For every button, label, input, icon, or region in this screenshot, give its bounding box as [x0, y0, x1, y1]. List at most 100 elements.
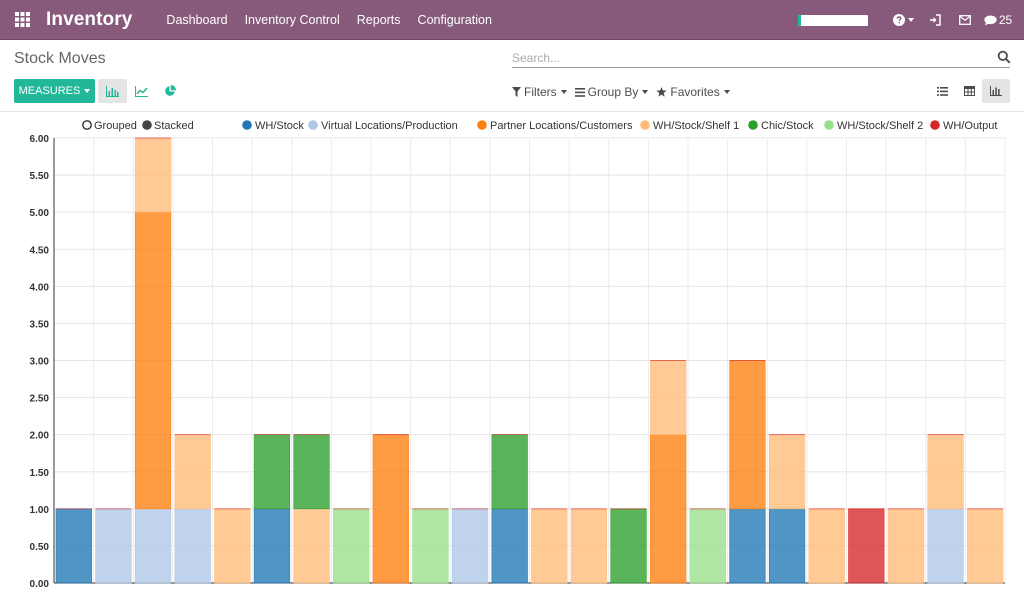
y-tick-label: 2.00	[30, 431, 50, 442]
bar-segment-wh-stock-shelf-1[interactable]	[531, 508, 568, 584]
menu-configuration[interactable]: Configuration	[417, 12, 492, 27]
bar-segment-wh-stock-shelf-1[interactable]	[570, 508, 608, 584]
bar-segment-wh-stock-shelf-1[interactable]	[134, 137, 172, 213]
bar-segment-wh-stock-shelf-1[interactable]	[887, 508, 925, 584]
pivot-view-icon	[963, 86, 975, 96]
help-icon	[892, 14, 905, 26]
bar-segment-wh-stock-shelf-2[interactable]	[333, 508, 370, 584]
pie-chart-icon	[164, 85, 176, 96]
bar-segment-virtual-locations-production[interactable]	[134, 508, 172, 584]
y-tick-label: 4.00	[30, 282, 50, 293]
grouped-toggle[interactable]	[82, 120, 92, 130]
chat-bubble-icon	[984, 15, 997, 25]
y-tick-label: 4.50	[30, 245, 50, 256]
bar-segment-chic-stock[interactable]	[610, 508, 647, 584]
apps-grid-icon[interactable]	[0, 0, 44, 40]
legend-swatch-wh-stock-shelf-2[interactable]	[824, 120, 834, 130]
chevron-down-icon	[723, 90, 730, 94]
legend-label-chic-stock[interactable]: Chic/Stock	[761, 120, 814, 132]
bar-chart-mode-button[interactable]	[98, 79, 127, 103]
bar-segment-wh-stock-shelf-1[interactable]	[967, 508, 1004, 584]
filter-icon	[512, 87, 521, 97]
search-options: Filters Group By Favorites	[512, 84, 738, 100]
page-title: Stock Moves	[14, 50, 106, 67]
legend-label-wh-stock[interactable]: WH/Stock	[255, 120, 304, 132]
chevron-down-icon	[560, 90, 567, 94]
sign-in-icon[interactable]	[920, 0, 950, 40]
bar-segment-chic-stock[interactable]	[293, 434, 330, 510]
bar-segment-partner-locations-customers[interactable]	[134, 211, 172, 510]
bar-segment-wh-stock-shelf-1[interactable]	[174, 434, 211, 510]
bar-segment-wh-stock[interactable]	[253, 508, 291, 584]
bar-segment-wh-stock-shelf-2[interactable]	[412, 508, 449, 584]
bar-segment-wh-stock-shelf-1[interactable]	[808, 508, 845, 584]
menu-reports[interactable]: Reports	[356, 12, 401, 27]
graph-view-button[interactable]	[982, 79, 1010, 103]
stacked-bar-chart: Grouped Stacked WH/Stock Virtual Locations/…	[30, 120, 1006, 590]
bar-segment-partner-locations-customers[interactable]	[729, 360, 766, 510]
favorites-label: Favorites	[670, 85, 720, 99]
bar-segment-wh-stock-shelf-1[interactable]	[768, 434, 806, 510]
menu-inventory-control[interactable]: Inventory Control	[244, 12, 340, 27]
bar-segment-wh-stock-shelf-1[interactable]	[927, 434, 964, 510]
bar-segment-wh-stock-shelf-2[interactable]	[689, 508, 726, 584]
messages-count: 25	[998, 13, 1013, 27]
bar-segment-wh-stock[interactable]	[55, 508, 92, 584]
bar-segment-wh-stock-shelf-1[interactable]	[214, 508, 251, 584]
stacked-toggle[interactable]	[142, 120, 152, 130]
favorites-dropdown[interactable]: Favorites	[656, 85, 730, 99]
bars-icon	[574, 87, 585, 97]
help-menu[interactable]	[886, 0, 920, 40]
legend-swatch-wh-output[interactable]	[930, 120, 940, 130]
bar-segment-partner-locations-customers[interactable]	[650, 434, 687, 584]
messages-button[interactable]: 25	[980, 0, 1024, 40]
legend-label-partner-locations-customers[interactable]: Partner Locations/Customers	[490, 120, 633, 132]
filters-dropdown[interactable]: Filters	[512, 85, 567, 99]
envelope-icon[interactable]	[950, 0, 980, 40]
bar-segment-virtual-locations-production[interactable]	[95, 508, 132, 584]
bar-segment-wh-stock[interactable]	[491, 508, 528, 584]
bar-segment-wh-stock[interactable]	[768, 508, 806, 584]
bar-segment-virtual-locations-production[interactable]	[451, 508, 489, 584]
stacked-label[interactable]: Stacked	[154, 120, 194, 132]
y-tick-label: 0.00	[30, 579, 50, 590]
grouped-label[interactable]: Grouped	[94, 120, 137, 132]
bar-segment-wh-stock-shelf-1[interactable]	[293, 508, 330, 584]
legend-label-wh-stock-shelf-1[interactable]: WH/Stock/Shelf 1	[653, 120, 739, 132]
app-brand[interactable]: Inventory	[46, 8, 133, 30]
y-tick-label: 1.50	[30, 468, 50, 479]
bar-segment-chic-stock[interactable]	[491, 434, 528, 510]
y-tick-label: 6.00	[30, 134, 50, 145]
bar-segment-virtual-locations-production[interactable]	[927, 508, 964, 584]
bar-segment-chic-stock[interactable]	[253, 434, 291, 510]
y-tick-label: 3.00	[30, 357, 50, 368]
legend-label-wh-output[interactable]: WH/Output	[943, 120, 997, 132]
list-view-button[interactable]	[928, 79, 956, 103]
legend-label-virtual-locations-production[interactable]: Virtual Locations/Production	[321, 120, 458, 132]
main-menu: Dashboard Inventory Control Reports Conf…	[166, 13, 508, 27]
line-chart-mode-button[interactable]	[127, 79, 156, 103]
bar-segment-virtual-locations-production[interactable]	[174, 508, 211, 584]
chevron-down-icon	[84, 89, 91, 93]
legend-swatch-chic-stock[interactable]	[748, 120, 758, 130]
bar-segment-wh-stock[interactable]	[729, 508, 766, 584]
star-icon	[656, 87, 667, 97]
bar-segment-wh-stock-shelf-1[interactable]	[650, 360, 687, 435]
menu-dashboard[interactable]: Dashboard	[166, 12, 228, 27]
legend-swatch-partner-locations-customers[interactable]	[477, 120, 487, 130]
bar-segment-partner-locations-customers[interactable]	[372, 434, 409, 584]
pie-chart-mode-button[interactable]	[155, 79, 184, 103]
search-icon[interactable]	[997, 50, 1011, 64]
bar-segment-wh-output[interactable]	[848, 508, 885, 584]
pivot-view-button[interactable]	[955, 79, 983, 103]
legend-label-wh-stock-shelf-2[interactable]: WH/Stock/Shelf 2	[837, 120, 923, 132]
search-input[interactable]	[512, 49, 982, 67]
y-tick-label: 5.00	[30, 208, 50, 219]
list-view-icon	[936, 86, 948, 96]
measures-button[interactable]: MEASURES	[14, 79, 95, 103]
legend-swatch-wh-stock-shelf-1[interactable]	[640, 120, 650, 130]
group-by-dropdown[interactable]: Group By	[574, 85, 649, 99]
legend-swatch-virtual-locations-production[interactable]	[308, 120, 318, 130]
group-by-label: Group By	[587, 85, 639, 99]
legend-swatch-wh-stock[interactable]	[242, 120, 252, 130]
